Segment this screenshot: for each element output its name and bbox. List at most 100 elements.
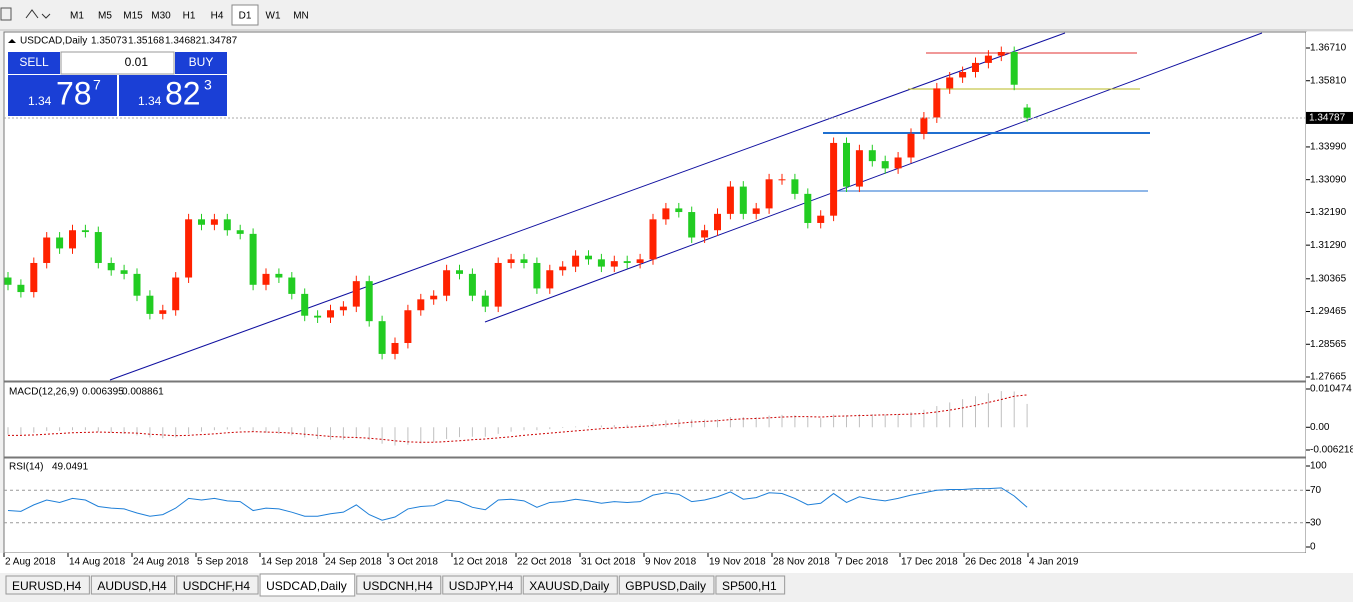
candle-body (662, 208, 670, 220)
candle-body (830, 142, 838, 216)
ask-main: 82 (165, 75, 201, 111)
candle-body (597, 259, 605, 267)
candle-body (262, 273, 270, 285)
tool-icon[interactable] (0, 7, 12, 21)
candle-body (533, 262, 541, 289)
date-label: 24 Sep 2018 (325, 557, 382, 568)
ask-big: 1.34 (138, 94, 162, 108)
candle-body (920, 117, 928, 134)
timeframe-button[interactable]: M5 (98, 11, 112, 22)
tool-icon[interactable] (25, 9, 51, 19)
candle-body (1023, 107, 1031, 118)
timeframe-button[interactable]: M15 (123, 11, 143, 22)
bid-pip: 7 (93, 77, 101, 93)
candle-body (507, 259, 515, 263)
timeframe-button[interactable]: M30 (151, 11, 171, 22)
macd-title: MACD(12,26,9) (9, 387, 78, 398)
chart-tab-frame[interactable] (5, 575, 90, 595)
sell-label: SELL (19, 55, 49, 69)
timeframe-button[interactable]: H4 (211, 11, 224, 22)
date-label: 24 Aug 2018 (133, 557, 190, 568)
candle-body (933, 88, 941, 118)
candle-body (236, 230, 244, 234)
candle-body (327, 310, 334, 318)
chart-tab[interactable]: EURUSD,H4 (12, 579, 82, 593)
candle-body (752, 208, 760, 214)
candle-body (404, 310, 412, 343)
macd-tick-label: 0.010474 (1310, 384, 1352, 395)
candle-body (56, 237, 64, 249)
chart-tab[interactable]: USDCNH,H4 (363, 579, 433, 593)
chart-tab-frame[interactable] (90, 575, 176, 595)
timeframe-button[interactable]: D1 (239, 11, 252, 22)
chart-tab[interactable]: USDCHF,H4 (183, 579, 251, 593)
candle-body (443, 270, 451, 296)
candle-body (688, 212, 696, 238)
rsi-tick-label: 30 (1310, 517, 1322, 528)
candle-body (959, 72, 967, 78)
candle-body (559, 266, 567, 271)
candle-body (701, 230, 709, 238)
candle-body (456, 270, 463, 274)
candle-body (855, 150, 863, 187)
macd-signal-value: 0.008861 (122, 387, 164, 398)
chart-tab-frame[interactable] (259, 573, 356, 597)
chart-tab[interactable]: USDCAD,Daily (266, 579, 347, 593)
date-label: 2 Aug 2018 (5, 557, 56, 568)
date-label: 7 Dec 2018 (837, 557, 889, 568)
candle-body (494, 262, 502, 307)
ask-box[interactable] (119, 75, 227, 116)
lot-input[interactable] (60, 51, 175, 75)
candle-body (107, 262, 115, 271)
candle-body (352, 281, 360, 307)
macd-tick-label: 0.00 (1310, 422, 1330, 433)
chart-tab[interactable]: AUDUSD,H4 (97, 579, 167, 593)
date-label: 3 Oct 2018 (389, 557, 438, 568)
candle-body (249, 233, 257, 285)
candle-body (623, 261, 631, 263)
price-tick-label: 1.36710 (1310, 43, 1347, 54)
high: 1.35168 (128, 36, 165, 47)
candle-body (739, 186, 747, 214)
chart-tab[interactable]: GBPUSD,Daily (625, 579, 706, 593)
candle-body (572, 255, 580, 267)
candle-body (778, 179, 786, 181)
current-price-box (1306, 111, 1353, 124)
timeframe-button[interactable]: H1 (183, 11, 196, 22)
rsi-tick-label: 0 (1310, 542, 1316, 553)
channel-line (109, 32, 1066, 381)
price-tick-label: 1.30365 (1310, 273, 1347, 284)
chart-tab-frame[interactable] (176, 575, 259, 595)
collapse-icon[interactable] (8, 39, 16, 43)
rsi-tick-label: 100 (1310, 461, 1327, 472)
timeframe-button[interactable]: MN (293, 11, 309, 22)
chart-tab-frame[interactable] (618, 575, 715, 595)
timeframe-active (231, 4, 259, 26)
chart-tab-frame[interactable] (522, 575, 618, 595)
timeframe-button[interactable]: W1 (266, 11, 281, 22)
candle-body (520, 259, 528, 263)
candle-body (997, 52, 1005, 56)
price-axis (1306, 32, 1353, 553)
chart-tab[interactable]: SP500,H1 (722, 579, 777, 593)
buy-button[interactable] (175, 52, 227, 74)
chart-tab[interactable]: XAUUSD,Daily (529, 579, 609, 593)
candle-body (1010, 52, 1018, 85)
candle-body (468, 273, 476, 296)
candle-body (339, 306, 347, 311)
sell-button[interactable] (8, 52, 60, 74)
rsi-tick-label: 70 (1310, 485, 1322, 496)
ask-pip: 3 (204, 77, 212, 93)
chart-tab[interactable]: USDJPY,H4 (449, 579, 514, 593)
candle-body (765, 179, 773, 209)
chart-tab-frame[interactable] (356, 575, 442, 595)
date-label: 22 Oct 2018 (517, 557, 572, 568)
timeframe-button[interactable]: M1 (70, 11, 84, 22)
bid-box[interactable] (8, 75, 117, 116)
candle-body (146, 295, 154, 314)
chart-tab-frame[interactable] (442, 575, 522, 595)
chart-tab-frame[interactable] (715, 575, 786, 595)
price-tick-label: 1.29465 (1310, 306, 1347, 317)
rsi-line (7, 487, 1028, 521)
current-price: 1.34787 (1309, 113, 1346, 124)
